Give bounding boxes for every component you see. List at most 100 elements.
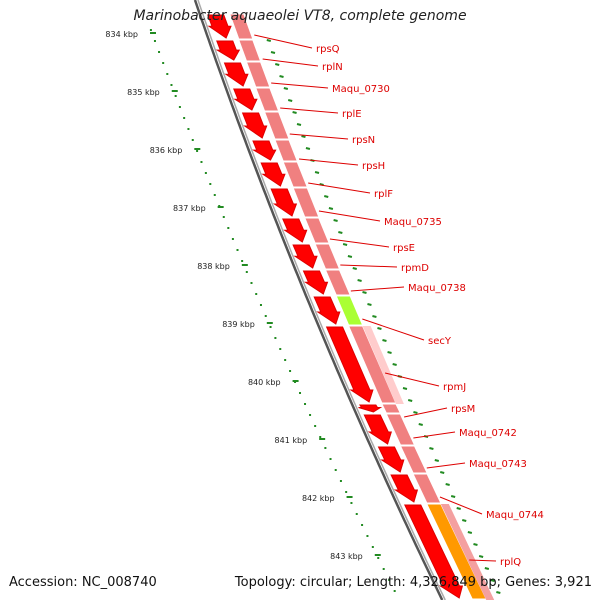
scale-label: 838 kbp <box>197 262 230 271</box>
scale-label: 841 kbp <box>275 436 308 445</box>
scale-dot <box>324 447 327 449</box>
scale-dot <box>309 414 312 416</box>
scale-dot <box>355 513 358 515</box>
gene-label: rpsN <box>352 135 375 146</box>
gene-arrow <box>358 404 383 413</box>
label-leader <box>262 58 319 67</box>
label-leader <box>340 264 398 268</box>
outer-tick <box>328 207 334 210</box>
scale-dot <box>299 392 302 394</box>
outer-tick <box>467 531 473 534</box>
gene-arrow <box>377 446 405 473</box>
genome-title: Marinobacter aquaeolei VT8, complete gen… <box>133 8 467 24</box>
scale-dot <box>250 282 253 284</box>
outer-tick <box>357 279 362 282</box>
scale-label: 843 kbp <box>330 552 363 561</box>
outer-tick <box>367 303 372 306</box>
outer-tick <box>362 291 367 294</box>
backbone-line <box>193 0 444 600</box>
scale-label: 835 kbp <box>127 88 160 97</box>
gene-label: rpmJ <box>443 382 466 393</box>
cds-band-segment <box>245 61 271 88</box>
scale-dot <box>377 557 380 559</box>
label-leader <box>384 372 440 387</box>
outer-tick <box>402 387 408 390</box>
cds-band-segment <box>229 13 254 40</box>
gene-label: Maqu_0738 <box>408 283 466 294</box>
gene-label: rpsM <box>451 404 475 415</box>
cds-band <box>229 13 487 600</box>
scale-ticks: 834 kbp 835 kbp 836 kbp 837 kbp 838 kbp 839 k… <box>105 30 381 561</box>
outer-tick <box>372 315 377 318</box>
label-leader <box>404 407 448 418</box>
outer-tick <box>301 135 306 138</box>
scale-dot <box>170 84 173 86</box>
outer-tick <box>484 567 490 570</box>
label-leader <box>308 182 371 194</box>
gene-label: Maqu_0730 <box>332 84 390 95</box>
outer-tick <box>450 495 456 498</box>
backbone <box>193 0 446 600</box>
gene-label: rpsE <box>393 243 415 254</box>
gene-labels: rpsQ rplN Maqu_0730 rplE rpsN rpsH rplF Maqu_07… <box>254 34 544 568</box>
scale-label: 837 kbp <box>173 204 206 213</box>
gene-label: Maqu_0742 <box>459 428 517 439</box>
scale-label: 839 kbp <box>222 320 255 329</box>
scale-label: 840 kbp <box>248 378 281 387</box>
cds-band-segment <box>282 161 308 188</box>
outer-tick <box>319 183 324 186</box>
outer-tick <box>407 399 413 402</box>
scale-dot <box>236 249 239 251</box>
scale-dot <box>166 73 169 75</box>
gene-arrow <box>223 62 249 87</box>
cds-band-outer-segment <box>362 326 404 404</box>
outer-tick <box>429 447 434 450</box>
cds-band-outer <box>362 326 495 600</box>
cds-band-segment <box>263 111 290 140</box>
scale-dot <box>153 40 156 42</box>
cds-band-segment <box>304 217 330 244</box>
gene-label: Maqu_0744 <box>486 510 544 521</box>
cds-band-segment <box>412 473 442 504</box>
cds-band-segment <box>292 187 320 218</box>
outer-tick <box>275 63 280 66</box>
gene-label: rpsQ <box>316 44 340 55</box>
outer-tick <box>418 423 423 426</box>
outer-tick <box>462 519 467 522</box>
scale-label: 836 kbp <box>150 146 183 155</box>
outer-tick <box>287 99 293 102</box>
scale-dot <box>245 271 248 273</box>
scale-dot <box>269 326 272 328</box>
cds-band-segment <box>324 269 351 296</box>
scale-dot <box>314 425 317 427</box>
gene-label: rplQ <box>500 557 521 568</box>
scale-dot <box>319 436 322 438</box>
outer-ticks <box>266 39 501 594</box>
outer-tick <box>314 171 320 174</box>
outer-tick <box>434 459 440 462</box>
outer-tick <box>333 219 338 222</box>
gene-label: Maqu_0735 <box>384 217 442 228</box>
outer-tick <box>392 363 397 366</box>
gene-arrow <box>282 218 308 243</box>
cds-band-segment <box>385 413 416 446</box>
scale-dot <box>382 568 385 570</box>
label-leader <box>280 107 339 114</box>
scale-dot <box>393 590 396 592</box>
gene-label: secY <box>428 336 452 347</box>
scale-dot <box>259 304 262 306</box>
gene-label: rplE <box>342 109 362 120</box>
gene-arrows <box>207 14 464 599</box>
label-leader <box>271 82 329 89</box>
scale-dot <box>200 161 203 163</box>
outer-tick <box>305 147 311 150</box>
scale-dot <box>227 227 230 229</box>
scale-label: 834 kbp <box>105 30 138 39</box>
cds-band-segment <box>255 87 280 112</box>
scale-dot <box>174 95 177 97</box>
scale-dot <box>222 216 225 218</box>
scale-dot <box>191 139 194 141</box>
gene-arrow <box>325 326 374 403</box>
label-leader <box>413 431 456 439</box>
